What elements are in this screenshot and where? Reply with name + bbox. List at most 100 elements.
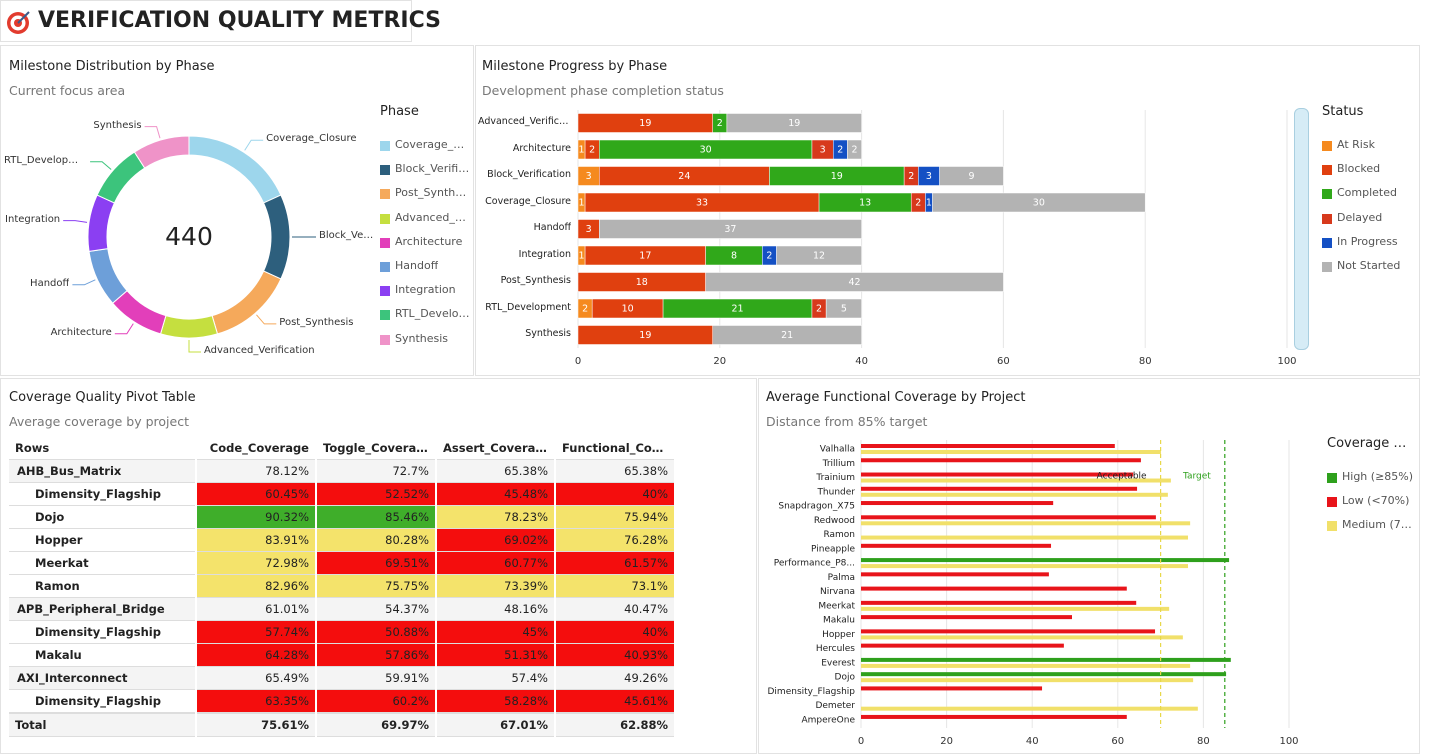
bar-value-label: 19 xyxy=(639,330,651,341)
cell: 45.61% xyxy=(555,689,676,714)
x-tick-label: 100 xyxy=(1277,356,1296,367)
x-tick-label: 20 xyxy=(713,356,726,367)
legend-swatch xyxy=(380,189,390,200)
page-title: VERIFICATION QUALITY METRICS xyxy=(38,8,441,33)
donut-segment xyxy=(87,194,116,252)
chart-subtitle: Current focus area xyxy=(9,83,126,98)
bar xyxy=(861,444,1115,448)
cell: 76.28% xyxy=(555,528,676,552)
x-tick-label: 0 xyxy=(575,356,581,367)
leader-line xyxy=(90,161,112,170)
cell: 65.38% xyxy=(555,459,676,483)
legend-label: Delayed xyxy=(1337,210,1383,224)
cell: 69.02% xyxy=(436,528,556,552)
bar-value-label: 1 xyxy=(579,251,585,262)
legend-swatch xyxy=(1322,141,1332,151)
y-tick-label: Advanced_Verification xyxy=(478,116,571,127)
column-header: Code_Coverage xyxy=(196,436,317,460)
cell: 83.91% xyxy=(196,528,317,552)
bar-value-label: 18 xyxy=(636,277,648,288)
donut-segment xyxy=(262,194,291,280)
legend-swatch xyxy=(380,286,390,297)
cell: 57.86% xyxy=(316,643,437,667)
y-tick-label: Nirvana xyxy=(820,587,855,597)
column-header: Rows xyxy=(9,436,197,460)
x-tick-label: 60 xyxy=(1111,736,1124,747)
leader-line xyxy=(144,126,161,139)
bar xyxy=(861,472,1134,477)
cell: 62.88% xyxy=(555,712,676,737)
leader-line xyxy=(114,323,134,335)
bar-segment xyxy=(599,219,862,239)
row-label: AHB_Bus_Matrix xyxy=(9,459,197,483)
y-tick-label: Hopper xyxy=(822,630,855,640)
chart-subtitle: Development phase completion status xyxy=(482,83,724,98)
legend-label: Integration xyxy=(395,283,456,297)
y-tick-label: Makalu xyxy=(823,616,855,626)
cell: 48.16% xyxy=(436,597,556,621)
cell: 40.93% xyxy=(555,643,676,667)
bar xyxy=(861,606,1170,611)
cell: 67.01% xyxy=(436,712,556,737)
legend-title: Status xyxy=(1322,104,1364,119)
cell: 40.47% xyxy=(555,597,676,621)
cell: 72.7% xyxy=(316,459,437,483)
row-label: Dojo xyxy=(9,505,197,529)
bar xyxy=(861,678,1194,683)
chart-title: Milestone Distribution by Phase xyxy=(9,59,215,74)
column-header: Toggle_Coverage xyxy=(316,436,437,460)
y-tick-label: Post_Synthesis xyxy=(500,275,571,286)
cell: 69.51% xyxy=(316,551,437,575)
row-label: Dimensity_Flagship xyxy=(9,620,197,644)
scroll-slider[interactable] xyxy=(1294,108,1309,350)
bar xyxy=(861,543,1052,548)
bar-value-label: 1 xyxy=(926,198,932,209)
bar-segment xyxy=(825,298,862,319)
bar xyxy=(861,478,1171,483)
y-tick-label: Valhalla xyxy=(820,445,855,455)
cell: 59.91% xyxy=(316,666,437,690)
y-tick-label: Thunder xyxy=(816,487,855,497)
bar-value-label: 2 xyxy=(837,145,843,156)
x-tick-label: 40 xyxy=(855,356,868,367)
legend-label: Medium (70-85%) xyxy=(1342,518,1414,532)
legend-swatch xyxy=(380,213,390,224)
total-row: Total 75.61% 69.97% 67.01% 62.88% xyxy=(9,712,676,737)
column-header: Assert_Coverage xyxy=(436,436,556,460)
y-tick-label: Redwood xyxy=(814,516,855,526)
legend-title: Phase xyxy=(380,104,419,119)
x-tick-label: 80 xyxy=(1197,736,1210,747)
legend-label: Completed xyxy=(1337,186,1397,200)
chart-subtitle: Distance from 85% target xyxy=(766,414,928,429)
legend-label: Low (<70%) xyxy=(1342,494,1410,508)
legend-label: High (≥85%) xyxy=(1342,470,1414,483)
bar-value-label: 2 xyxy=(717,118,723,129)
leader-line xyxy=(188,340,201,353)
legend-swatch xyxy=(380,262,390,272)
bar-value-label: 19 xyxy=(831,171,843,182)
cell: 80.28% xyxy=(316,528,437,552)
donut-segment xyxy=(159,315,219,339)
donut-label: Advanced_Verification xyxy=(204,345,315,356)
cell: 90.32% xyxy=(196,505,317,529)
bar-value-label: 2 xyxy=(582,304,588,315)
pivot-table: Rows Code_Coverage Toggle_Coverage Assert_C… xyxy=(9,436,676,737)
cell: 82.96% xyxy=(196,574,317,598)
legend-swatch xyxy=(1327,473,1337,483)
y-tick-label: AmpereOne xyxy=(801,715,855,725)
bar-value-label: 2 xyxy=(851,145,857,156)
donut-label: Handoff xyxy=(30,277,70,289)
bar xyxy=(861,492,1168,497)
y-tick-label: Dojo xyxy=(835,673,856,683)
y-tick-label: Hercules xyxy=(816,644,855,654)
legend-swatch xyxy=(1322,213,1332,224)
donut-label: Coverage_Closure xyxy=(266,133,357,145)
bar-value-label: 2 xyxy=(908,171,914,182)
y-tick-label: Meerkat xyxy=(818,601,855,611)
bar-value-label: 19 xyxy=(788,118,800,129)
bar-value-label: 21 xyxy=(731,304,743,315)
legend-swatch xyxy=(1322,262,1332,272)
donut-label: Synthesis xyxy=(93,119,142,131)
bar xyxy=(861,615,1073,620)
y-tick-label: Snapdragon_X75 xyxy=(778,502,855,512)
